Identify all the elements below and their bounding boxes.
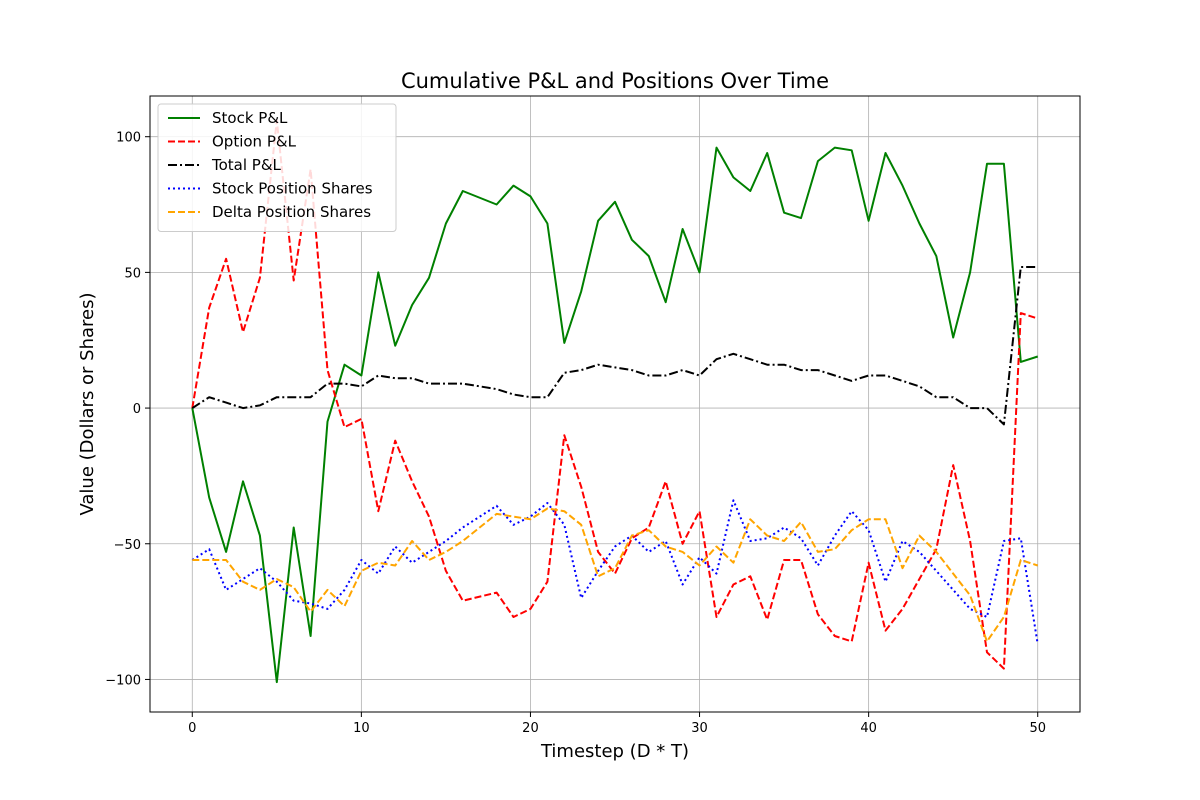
plot-series [191, 119, 1039, 684]
y-tick-label: −50 [114, 538, 141, 553]
x-tick-label: 20 [522, 721, 539, 736]
legend-label-2: Total P&L [211, 156, 282, 174]
chart-title: Cumulative P&L and Positions Over Time [401, 69, 829, 93]
plot-frame [149, 95, 1081, 713]
grid [150, 96, 1080, 712]
y-tick-label: 50 [124, 266, 141, 281]
y-tick-label: 100 [116, 131, 141, 146]
legend-label-1: Option P&L [212, 133, 297, 151]
y-axis-label: Value (Dollars or Shares) [77, 292, 98, 515]
series-line-1 [191, 119, 1039, 670]
series-line-2 [191, 266, 1038, 426]
x-tick-label: 0 [188, 721, 196, 736]
x-tick-label: 50 [1029, 721, 1046, 736]
legend-label-3: Stock Position Shares [212, 180, 373, 198]
legend-label-0: Stock P&L [212, 109, 288, 127]
y-tick-label: −100 [105, 673, 141, 688]
legend: Stock P&L Option P&L Total P&L Stock Positi… [157, 103, 397, 232]
axis-ticks: 0 10 20 30 40 50 −100 −50 0 50 100 [105, 131, 1046, 736]
x-axis-label: Timestep (D * T) [540, 741, 689, 762]
x-tick-label: 40 [860, 721, 877, 736]
legend-box [157, 103, 397, 232]
x-tick-label: 30 [691, 721, 708, 736]
legend-label-4: Delta Position Shares [212, 203, 371, 221]
x-tick-label: 10 [353, 721, 370, 736]
series-line-0 [191, 146, 1039, 684]
y-tick-label: 0 [133, 402, 141, 417]
series-line-4 [192, 507, 1039, 643]
series-line-3 [191, 499, 1039, 645]
